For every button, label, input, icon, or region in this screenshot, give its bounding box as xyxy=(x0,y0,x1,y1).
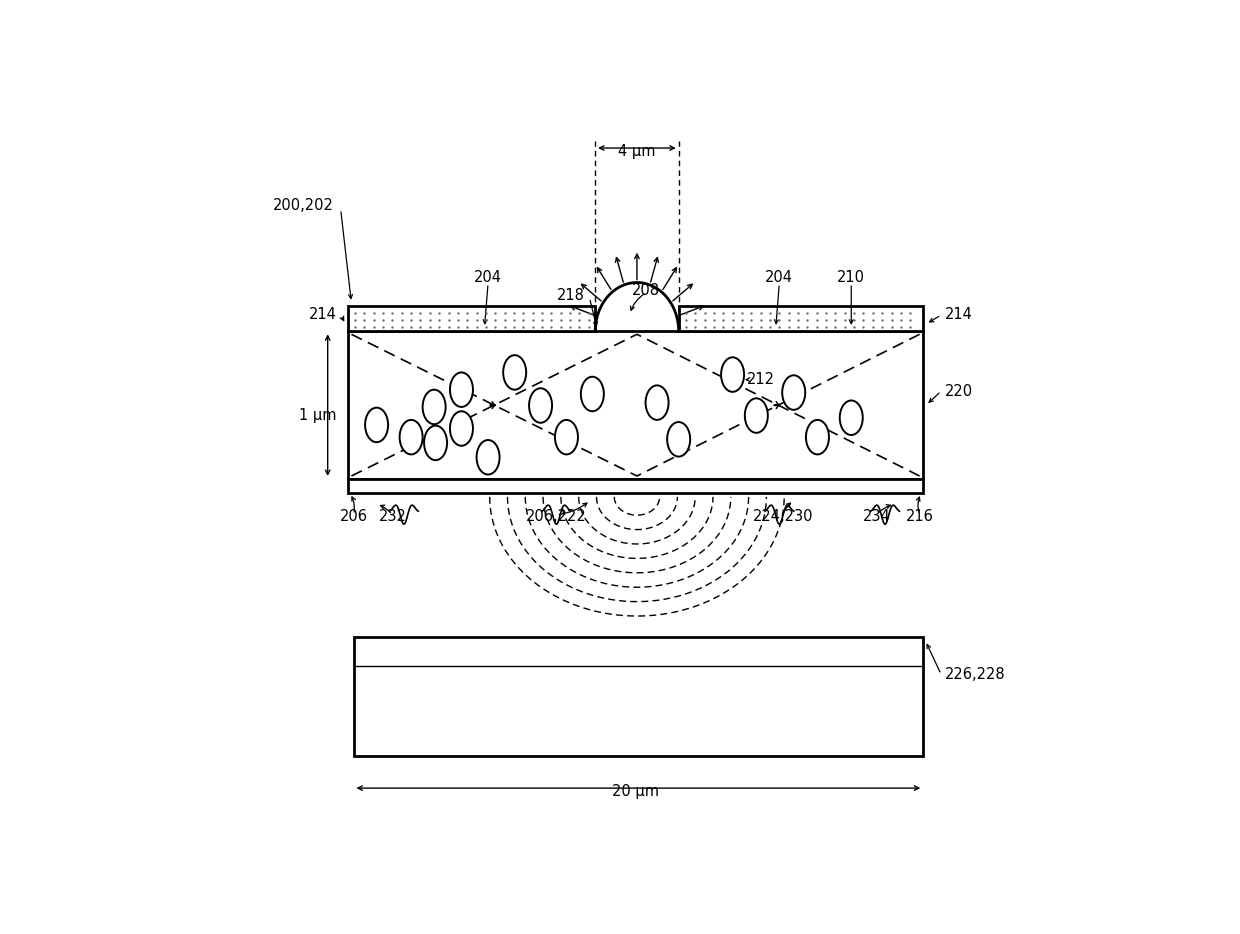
Ellipse shape xyxy=(839,401,863,435)
Text: 224,230: 224,230 xyxy=(753,509,813,524)
Ellipse shape xyxy=(745,398,768,432)
Ellipse shape xyxy=(556,420,578,455)
Text: 216: 216 xyxy=(905,509,934,524)
Text: 214: 214 xyxy=(309,307,337,322)
Text: 212: 212 xyxy=(746,372,775,387)
Text: 214: 214 xyxy=(945,307,972,322)
Text: 208: 208 xyxy=(632,283,660,298)
Bar xyxy=(353,637,923,756)
Ellipse shape xyxy=(806,420,830,455)
Text: 206,222: 206,222 xyxy=(526,509,587,524)
Text: 218: 218 xyxy=(557,288,585,303)
Ellipse shape xyxy=(646,386,668,420)
Ellipse shape xyxy=(423,389,445,424)
Text: 234: 234 xyxy=(863,509,890,524)
Text: 200,202: 200,202 xyxy=(273,198,334,213)
Bar xyxy=(678,306,923,332)
Text: 1 μm: 1 μm xyxy=(299,408,336,423)
Ellipse shape xyxy=(667,422,691,457)
Text: 204: 204 xyxy=(474,270,502,285)
Text: 232: 232 xyxy=(378,509,407,524)
Ellipse shape xyxy=(580,376,604,411)
Bar xyxy=(348,479,923,493)
Text: 20 μm: 20 μm xyxy=(613,785,658,800)
Ellipse shape xyxy=(450,373,472,407)
Ellipse shape xyxy=(529,389,552,423)
Bar xyxy=(348,332,923,479)
Text: 226,228: 226,228 xyxy=(945,667,1006,682)
Text: 210: 210 xyxy=(837,270,866,285)
Text: 204: 204 xyxy=(765,270,794,285)
Ellipse shape xyxy=(399,420,423,455)
Ellipse shape xyxy=(476,440,500,474)
Text: 220: 220 xyxy=(945,384,973,399)
Text: 206: 206 xyxy=(340,509,367,524)
Text: 4 μm: 4 μm xyxy=(619,144,656,159)
Ellipse shape xyxy=(503,355,526,389)
Ellipse shape xyxy=(722,358,744,392)
Bar xyxy=(348,306,595,332)
Ellipse shape xyxy=(450,411,472,446)
Ellipse shape xyxy=(782,375,805,410)
Ellipse shape xyxy=(424,426,448,460)
Ellipse shape xyxy=(365,407,388,442)
